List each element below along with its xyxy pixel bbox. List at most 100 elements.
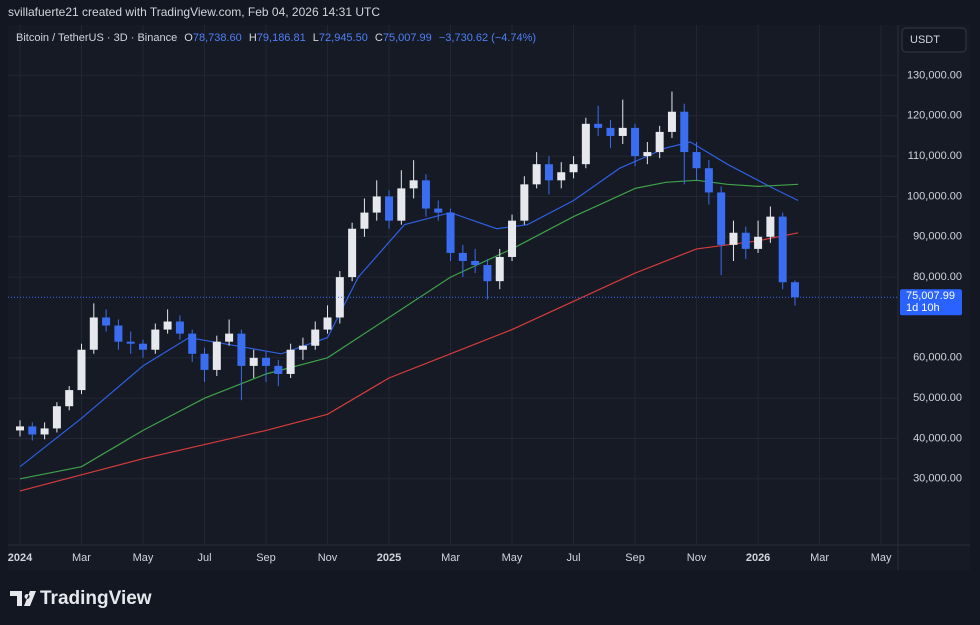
candle-body xyxy=(471,260,480,266)
x-tick-label: May xyxy=(133,552,154,564)
candle-body xyxy=(717,192,726,245)
y-tick-label: 50,000.00 xyxy=(913,392,962,404)
y-tick-label: 40,000.00 xyxy=(913,432,962,444)
candle-body xyxy=(28,426,37,435)
y-tick-label: 120,000.00 xyxy=(907,110,962,122)
candle-body xyxy=(766,216,775,237)
candle-body xyxy=(544,164,553,181)
candle-body xyxy=(200,353,209,370)
ohlc-value: 75,007.99 xyxy=(383,32,432,44)
candle-body xyxy=(249,357,258,366)
candle-body xyxy=(692,152,701,169)
logo-icon xyxy=(10,591,36,606)
candle-body xyxy=(65,390,74,407)
candle-body xyxy=(655,131,664,153)
candle-body xyxy=(508,220,517,257)
candle-body xyxy=(372,196,381,213)
plot xyxy=(8,91,898,492)
symbol: Bitcoin / TetherUS · 3D · Binance xyxy=(16,32,177,44)
candle-body xyxy=(631,127,640,157)
candle-body xyxy=(643,152,652,157)
candle-body xyxy=(704,168,713,193)
x-tick-label: 2025 xyxy=(377,552,401,564)
ohlc-value: 79,186.81 xyxy=(257,32,306,44)
y-tick-label: 110,000.00 xyxy=(908,150,962,162)
legend-header: Bitcoin / TetherUS · 3D · Binance O78,73… xyxy=(16,32,536,44)
candle-body xyxy=(360,212,369,229)
ohlc-key: O xyxy=(184,32,193,44)
candle-body xyxy=(409,180,418,189)
candle-body xyxy=(606,127,615,136)
candle-body xyxy=(618,127,627,136)
x-tick-label: Jul xyxy=(197,552,211,564)
candle-body xyxy=(434,208,443,213)
candle-body xyxy=(151,329,160,350)
candle-body xyxy=(175,321,184,334)
y-tick-label: 30,000.00 xyxy=(913,473,962,485)
candle-body xyxy=(594,123,603,128)
logo: TradingView xyxy=(10,588,152,609)
candle-body xyxy=(274,365,283,374)
y-tick-label: 90,000.00 xyxy=(913,231,962,243)
candle-body xyxy=(298,345,307,350)
ohlc-key: L xyxy=(313,32,319,44)
candle-body xyxy=(126,341,135,344)
candle-body xyxy=(212,341,221,370)
candle-body xyxy=(40,428,49,435)
ohlc-key: C xyxy=(375,32,383,44)
candle-body xyxy=(729,232,738,245)
currency-button[interactable] xyxy=(901,27,967,53)
y-tick-label: 80,000.00 xyxy=(913,271,962,283)
candle-body xyxy=(495,256,504,282)
candle-body xyxy=(262,357,271,366)
y-tick-label: 100,000.00 xyxy=(907,190,962,202)
candle-body xyxy=(52,406,61,429)
currency[interactable]: USDT xyxy=(910,34,940,46)
x-tick-label: Mar xyxy=(72,552,91,564)
x-tick-label: Mar xyxy=(810,552,829,564)
candle-body xyxy=(532,164,541,185)
candle-body xyxy=(446,212,455,253)
last-price-box xyxy=(900,289,962,316)
x-tick-label: Jul xyxy=(567,552,581,564)
x-tick-label: May xyxy=(871,552,892,564)
candle-body xyxy=(790,282,799,298)
ohlc-key: H xyxy=(249,32,257,44)
moving-average xyxy=(19,232,799,492)
y-tick-label: 130,000.00 xyxy=(907,69,962,81)
candle-body xyxy=(421,180,430,209)
candle-body xyxy=(335,277,344,318)
x-tick-label: Nov xyxy=(318,552,338,564)
candle-body xyxy=(557,172,566,181)
y-tick-label: 60,000.00 xyxy=(913,352,962,364)
candle-body xyxy=(667,111,676,132)
candle-body xyxy=(114,325,123,342)
x-tick-label: Mar xyxy=(441,552,460,564)
x-tick-label: Nov xyxy=(687,552,707,564)
candle-body xyxy=(458,252,467,261)
candle-body xyxy=(225,333,234,342)
attribution: svillafuerte21 created with TradingView.… xyxy=(8,5,380,19)
candle-body xyxy=(348,228,357,278)
candle-body xyxy=(754,236,763,249)
candle-body xyxy=(311,329,320,346)
candle-body xyxy=(569,164,578,173)
candle-body xyxy=(397,188,406,221)
x-tick-label: Sep xyxy=(256,552,276,564)
ohlc-value: 78,738.60 xyxy=(193,32,242,44)
x-tick-label: 2024 xyxy=(8,552,33,564)
last-price-label: 75,007.99 xyxy=(906,290,955,302)
candle-body xyxy=(163,321,172,330)
x-tick-label: May xyxy=(502,552,523,564)
candle-body xyxy=(188,333,197,354)
x-tick-label: Sep xyxy=(625,552,645,564)
candle-body xyxy=(483,265,492,282)
candle-body xyxy=(741,232,750,249)
candle-body xyxy=(139,343,148,350)
candle-body xyxy=(102,317,111,326)
candle-body xyxy=(385,196,394,221)
candle-body xyxy=(581,123,590,165)
candle-body xyxy=(77,349,86,391)
